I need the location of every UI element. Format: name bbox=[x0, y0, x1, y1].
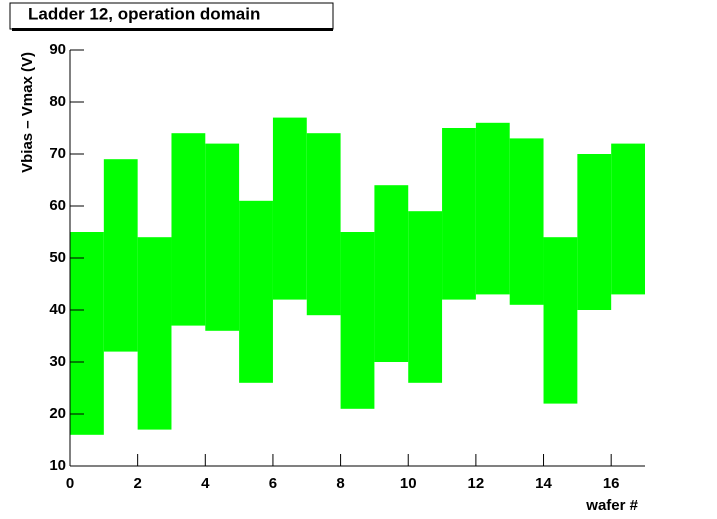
y-tick-label: 80 bbox=[49, 93, 66, 110]
x-tick-label: 8 bbox=[336, 475, 344, 492]
range-bar bbox=[103, 159, 138, 352]
title-box bbox=[9, 2, 334, 30]
y-tick-label: 90 bbox=[49, 41, 66, 58]
x-tick-label: 2 bbox=[133, 475, 141, 492]
range-bar bbox=[70, 232, 104, 435]
y-tick-label: 30 bbox=[49, 353, 66, 370]
range-bar bbox=[137, 237, 172, 430]
range-bar bbox=[577, 154, 612, 310]
range-bar bbox=[611, 143, 645, 295]
range-bar bbox=[239, 200, 273, 383]
range-bar bbox=[442, 128, 476, 300]
y-tick-label: 70 bbox=[49, 145, 66, 162]
range-bar bbox=[475, 122, 510, 295]
y-tick-label: 50 bbox=[49, 249, 66, 266]
y-axis-label: Vbias – Vmax (V) bbox=[19, 52, 36, 173]
x-tick-label: 14 bbox=[535, 475, 552, 492]
range-bar bbox=[408, 211, 443, 383]
x-tick-label: 4 bbox=[201, 475, 210, 492]
y-tick-label: 60 bbox=[49, 197, 66, 214]
y-tick-label: 40 bbox=[49, 301, 66, 318]
range-bar bbox=[205, 143, 240, 331]
range-bar bbox=[374, 185, 409, 362]
range-bar bbox=[272, 117, 307, 300]
x-tick-label: 12 bbox=[468, 475, 485, 492]
range-bar bbox=[171, 133, 206, 326]
x-axis-label: wafer # bbox=[585, 497, 638, 514]
y-tick-label: 20 bbox=[49, 405, 66, 422]
range-bar bbox=[543, 237, 578, 404]
range-bar bbox=[509, 138, 544, 305]
chart-title: Ladder 12, operation domain bbox=[28, 4, 260, 23]
x-tick-label: 0 bbox=[66, 475, 74, 492]
y-tick-label: 10 bbox=[49, 457, 66, 474]
x-tick-label: 16 bbox=[603, 475, 620, 492]
range-bar bbox=[340, 232, 375, 409]
title-box-shadow bbox=[12, 28, 333, 31]
x-tick-label: 6 bbox=[269, 475, 277, 492]
x-tick-label: 10 bbox=[400, 475, 417, 492]
range-bar bbox=[306, 133, 341, 316]
